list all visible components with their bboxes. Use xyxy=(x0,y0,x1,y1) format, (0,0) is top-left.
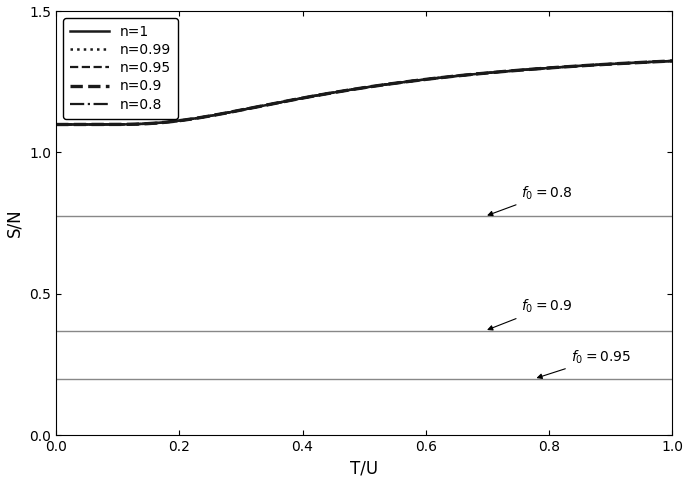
Text: $f_0=0.8$: $f_0=0.8$ xyxy=(489,185,573,215)
Text: $f_0=0.9$: $f_0=0.9$ xyxy=(489,298,573,330)
X-axis label: T/U: T/U xyxy=(350,459,378,477)
Y-axis label: S/N: S/N xyxy=(6,209,23,237)
Legend: n=1, n=0.99, n=0.95, n=0.9, n=0.8: n=1, n=0.99, n=0.95, n=0.9, n=0.8 xyxy=(63,18,178,118)
Text: $f_0=0.95$: $f_0=0.95$ xyxy=(537,349,631,379)
